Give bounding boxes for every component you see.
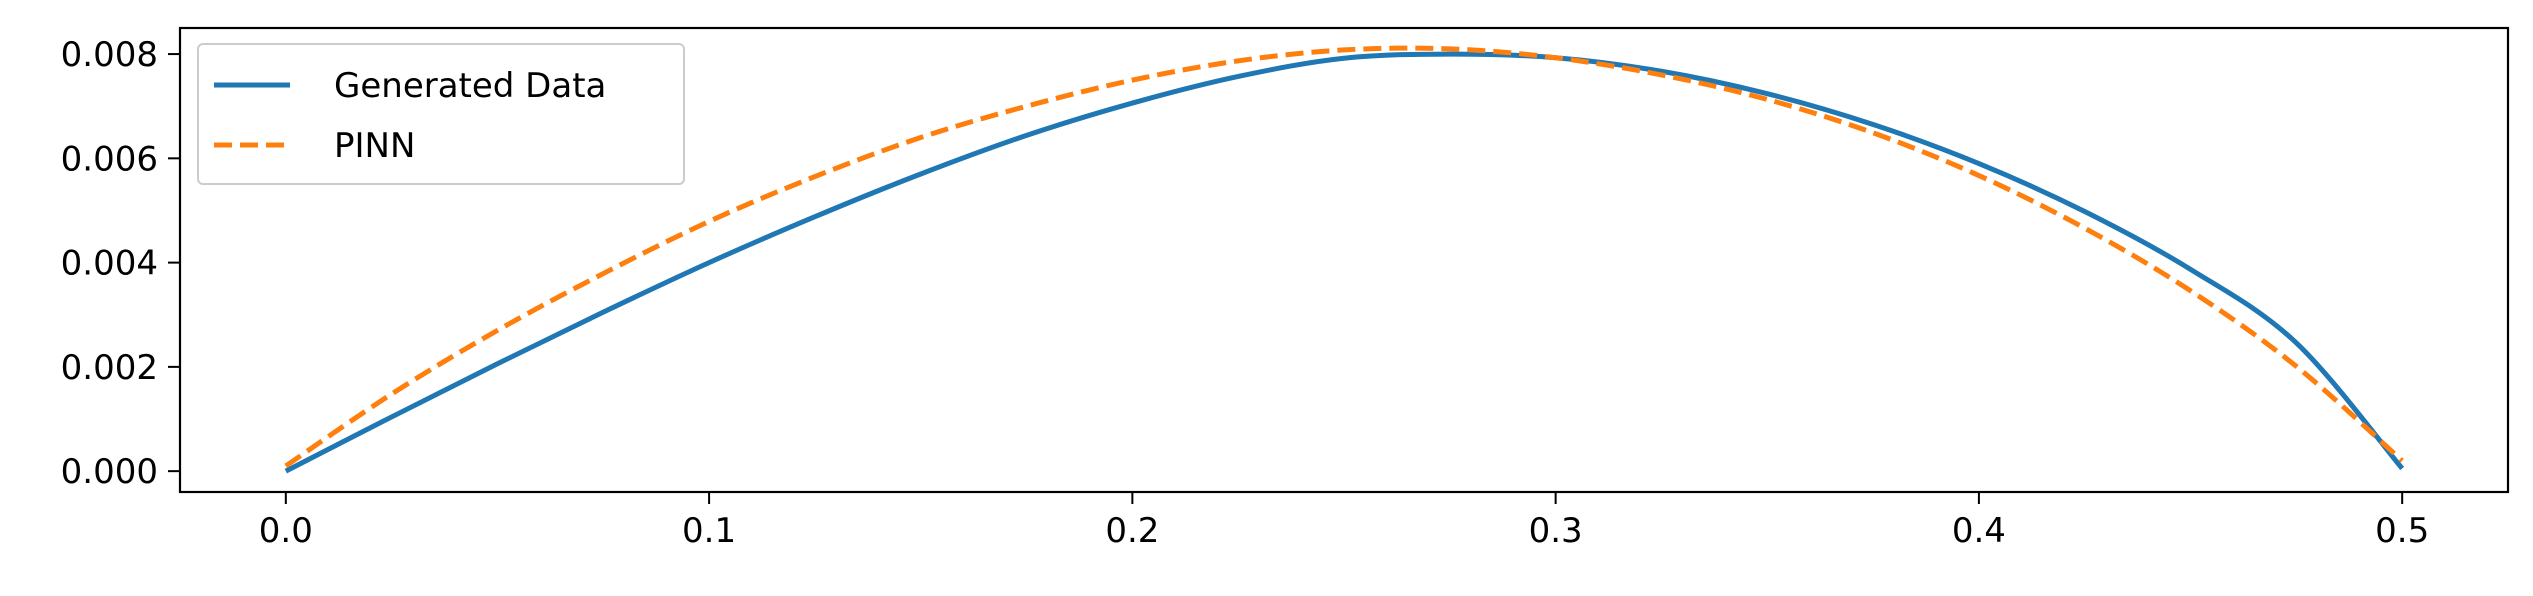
legend-box: [197, 43, 685, 185]
legend-label-generated-data: Generated Data: [334, 66, 606, 106]
axes-frame: [178, 26, 2510, 494]
series-line-generated-data: [284, 51, 2405, 474]
series-line-pinn: [284, 45, 2404, 468]
series-layer: [284, 45, 2405, 474]
y-tick-label: 0.004: [61, 244, 158, 284]
x-tick-label: 0.5: [2375, 511, 2429, 551]
x-tick-label: 0.0: [259, 511, 313, 551]
x-tick-label: 0.1: [682, 511, 736, 551]
y-tick-label: 0.002: [61, 348, 158, 388]
y-tick-label: 0.006: [61, 139, 158, 179]
x-tick-label: 0.2: [1105, 511, 1159, 551]
y-axis: 0.000 0.002 0.004 0.006 0.008: [61, 35, 180, 492]
x-tick-label: 0.3: [1529, 511, 1583, 551]
x-tick-label: 0.4: [1952, 511, 2006, 551]
legend-label-pinn: PINN: [334, 126, 415, 166]
legend: Generated Data PINN: [197, 43, 685, 185]
y-tick-label: 0.000: [61, 452, 158, 492]
x-axis: 0.0 0.1 0.2 0.3 0.4 0.5: [259, 492, 2429, 551]
y-tick-label: 0.008: [61, 35, 158, 75]
